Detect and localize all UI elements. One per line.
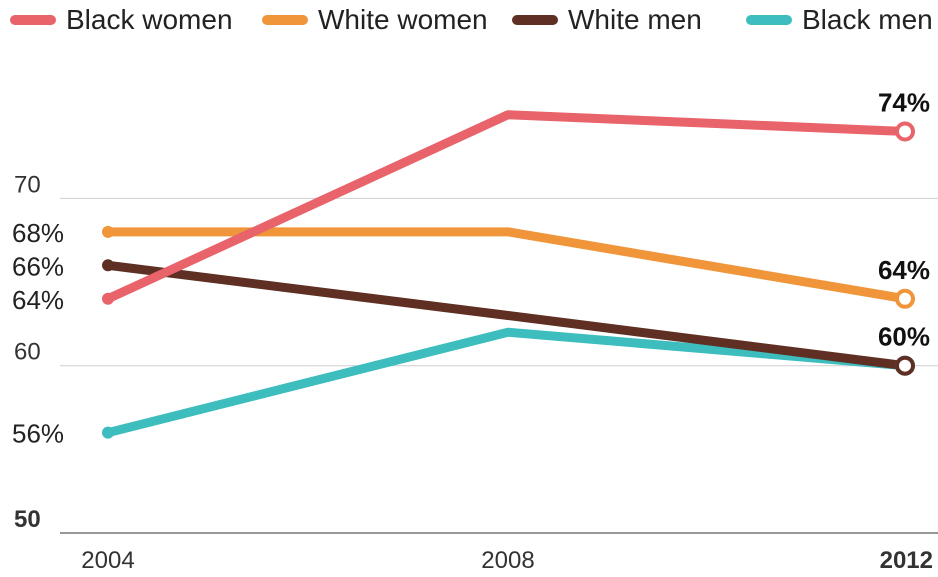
series-line-white-women [103, 227, 910, 304]
legend-item-black-men: Black men [746, 4, 933, 36]
point-white-women-2004 [102, 225, 114, 238]
legend-label-white-men: White men [568, 4, 702, 35]
y-tick-label-60: 60 [14, 339, 41, 366]
point-black-women-2004 [102, 292, 114, 305]
start-label-black-men: 56% [12, 419, 64, 449]
legend-item-white-men: White men [512, 4, 702, 36]
legend-swatch-black-men [746, 15, 792, 25]
legend-label-black-women: Black women [66, 4, 233, 35]
y-tick-label-50: 50 [14, 506, 41, 533]
point-black-men-2004 [102, 426, 114, 439]
legend-swatch-white-men [512, 15, 558, 25]
legend-swatch-black-women [10, 15, 56, 25]
start-label-white-women: 68% [12, 218, 64, 248]
end-label-black-women: 74% [878, 87, 930, 117]
point-black-women-2012 [895, 121, 915, 142]
legend-swatch-white-women [262, 15, 308, 25]
legend-item-black-women: Black women [10, 4, 233, 36]
chart-legend: Black women White women White men Black … [0, 4, 938, 44]
point-white-women-2012 [895, 288, 915, 309]
y-tick-label-70: 70 [14, 171, 41, 198]
end-label-black-men: 60% [878, 322, 930, 352]
start-label-white-men: 66% [12, 251, 64, 281]
x-tick-label-2008: 2008 [481, 547, 534, 574]
point-white-men-2004 [102, 259, 114, 272]
legend-label-black-men: Black men [802, 4, 933, 35]
end-label-white-women: 64% [878, 255, 930, 285]
series-line-white-men [103, 260, 910, 371]
series-line-black-women [103, 110, 910, 304]
x-tick-label-2012: 2012 [880, 547, 933, 574]
legend-item-white-women: White women [262, 4, 488, 36]
series-line-black-men [103, 327, 910, 438]
point-white-men-2012 [895, 355, 915, 376]
gridlines [60, 197, 938, 534]
start-label-black-women: 64% [12, 285, 64, 315]
x-tick-label-2004: 2004 [81, 547, 134, 574]
legend-label-white-women: White women [318, 4, 488, 35]
